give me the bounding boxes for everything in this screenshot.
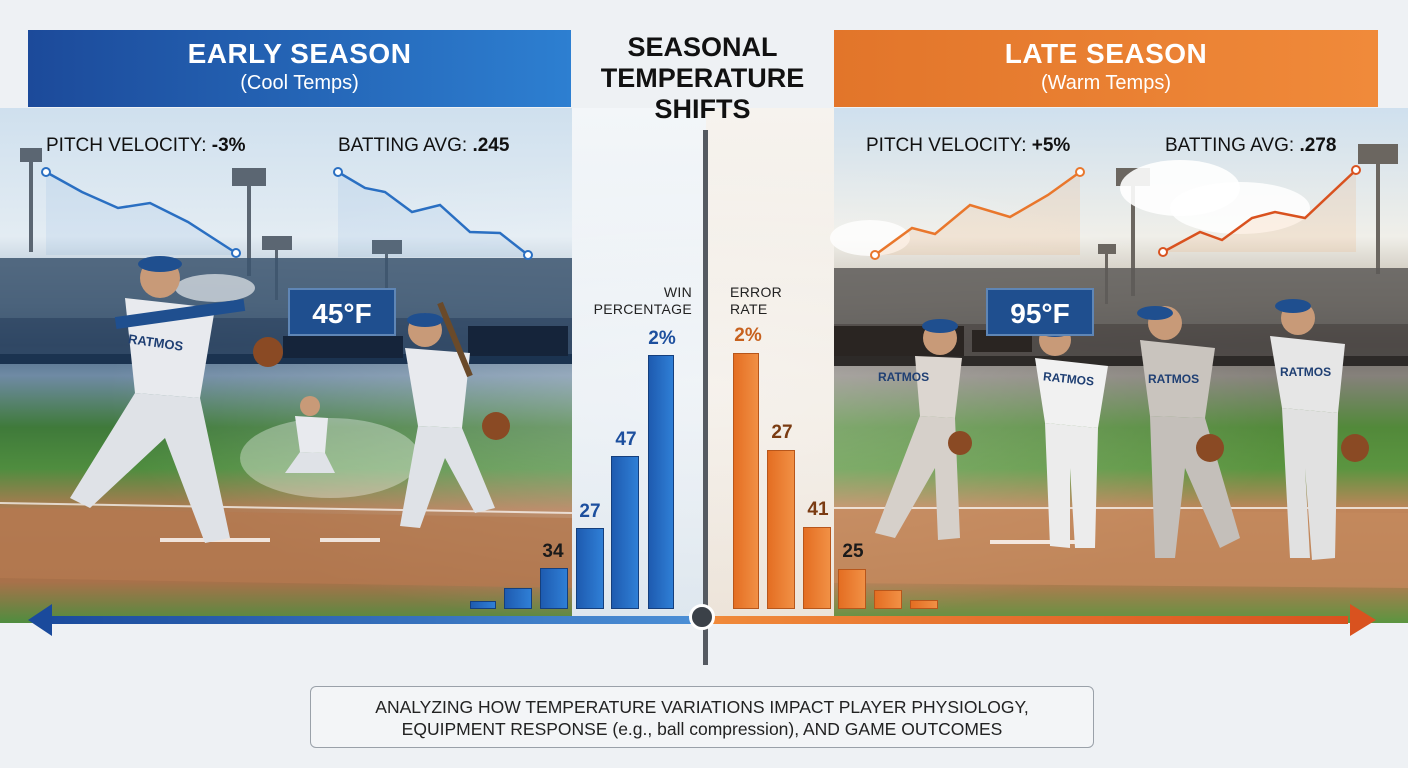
early-season-header: EARLY SEASON (Cool Temps) — [28, 30, 571, 107]
arrow-right-icon — [1350, 604, 1376, 636]
late-pitch-velocity-stat: PITCH VELOCITY: +5% — [866, 135, 1070, 157]
win-bar-value: 27 — [579, 501, 601, 522]
late-season-header: LATE SEASON (Warm Temps) — [834, 30, 1378, 107]
early-season-subtitle: (Cool Temps) — [240, 72, 359, 94]
axis-midpoint-marker — [689, 604, 715, 630]
late-player-2-figure — [1035, 323, 1108, 548]
error-bar-small — [874, 590, 902, 609]
stat-value: .245 — [472, 135, 510, 156]
chart-label-line: ERROR — [730, 284, 783, 300]
win-bar — [611, 456, 639, 609]
trend-sparklines — [41, 165, 1361, 260]
error-bar-value: 2% — [734, 325, 762, 346]
trend-point — [231, 248, 241, 258]
late-player-3-figure — [1137, 306, 1240, 558]
early-velocity-trend-line — [45, 170, 237, 255]
error-bar-value: 41 — [807, 499, 829, 520]
stat-label: BATTING AVG: — [1165, 135, 1295, 156]
late-batting-avg-stat: BATTING AVG: .278 — [1165, 135, 1336, 157]
jersey-label: RATMOS — [878, 370, 930, 384]
jersey-label: RATMOS — [1148, 372, 1200, 386]
win-bar — [576, 528, 604, 609]
arrow-left-icon — [28, 604, 52, 636]
footer-caption-line: EQUIPMENT RESPONSE (e.g., ball compressi… — [401, 719, 1003, 739]
early-batting-trend-line — [337, 170, 529, 256]
pitcher-figure — [70, 256, 283, 543]
trend-point — [333, 167, 343, 177]
page-title: SEASONAL TEMPERATURE SHIFTS — [575, 32, 830, 125]
late-player-1-figure — [875, 319, 972, 540]
win-percentage-label: WIN PERCENTAGE — [582, 284, 692, 318]
error-bar — [733, 353, 759, 609]
chart-label-line: WIN — [663, 284, 692, 300]
win-bar-small — [470, 601, 496, 609]
early-batting-avg-stat: BATTING AVG: .245 — [338, 135, 509, 157]
early-pitch-velocity-stat: PITCH VELOCITY: -3% — [46, 135, 246, 157]
jersey-label: RATMOS — [1280, 365, 1332, 379]
error-bar — [803, 527, 831, 609]
stat-label: PITCH VELOCITY: — [46, 135, 207, 156]
stat-value: +5% — [1031, 135, 1071, 156]
stat-label: PITCH VELOCITY: — [866, 135, 1027, 156]
trend-point — [41, 167, 51, 177]
season-axis-warm — [708, 616, 1348, 624]
footer-caption: ANALYZING HOW TEMPERATURE VARIATIONS IMP… — [311, 696, 1093, 740]
page-title-line: TEMPERATURE — [600, 63, 805, 93]
win-bar-value: 34 — [542, 541, 564, 562]
page-title-line: SHIFTS — [654, 94, 751, 124]
stat-value: .278 — [1299, 135, 1337, 156]
stat-value: -3% — [211, 135, 246, 156]
win-bar-value: 2% — [648, 328, 676, 349]
trend-point — [870, 250, 880, 260]
error-bar-value: 27 — [771, 422, 793, 443]
late-season-title: LATE SEASON — [1004, 38, 1208, 69]
win-bar — [540, 568, 568, 609]
trend-point — [523, 250, 533, 260]
late-temperature-display: 95°F — [986, 288, 1094, 336]
trend-point — [1351, 165, 1361, 175]
batter-figure — [400, 301, 510, 528]
early-season-title: EARLY SEASON — [187, 38, 412, 69]
footer-caption-box: ANALYZING HOW TEMPERATURE VARIATIONS IMP… — [310, 686, 1094, 748]
center-divider — [703, 130, 708, 665]
error-bar-value: 25 — [842, 541, 864, 562]
chart-label-line: PERCENTAGE — [593, 301, 692, 317]
late-player-4-figure — [1270, 299, 1369, 560]
late-velocity-trend-line — [874, 170, 1081, 257]
win-bar — [648, 355, 674, 609]
page-title-line: SEASONAL — [627, 32, 778, 62]
season-axis-cool — [40, 616, 700, 624]
fielder-figure — [285, 396, 335, 473]
late-season-subtitle: (Warm Temps) — [1041, 72, 1171, 94]
error-bar — [838, 569, 866, 609]
trend-point — [1158, 247, 1168, 257]
stat-label: BATTING AVG: — [338, 135, 468, 156]
players-illustration — [70, 256, 1369, 560]
win-bar-value: 47 — [615, 429, 637, 450]
error-bar — [767, 450, 795, 609]
trend-point — [1075, 167, 1085, 177]
chart-label-line: RATE — [730, 301, 768, 317]
win-bar-small — [504, 588, 532, 609]
early-temperature-display: 45°F — [288, 288, 396, 336]
footer-caption-line: ANALYZING HOW TEMPERATURE VARIATIONS IMP… — [375, 697, 1029, 717]
error-bar-small — [910, 600, 938, 609]
error-rate-label: ERROR RATE — [730, 284, 820, 318]
late-batting-trend-line — [1162, 169, 1357, 254]
